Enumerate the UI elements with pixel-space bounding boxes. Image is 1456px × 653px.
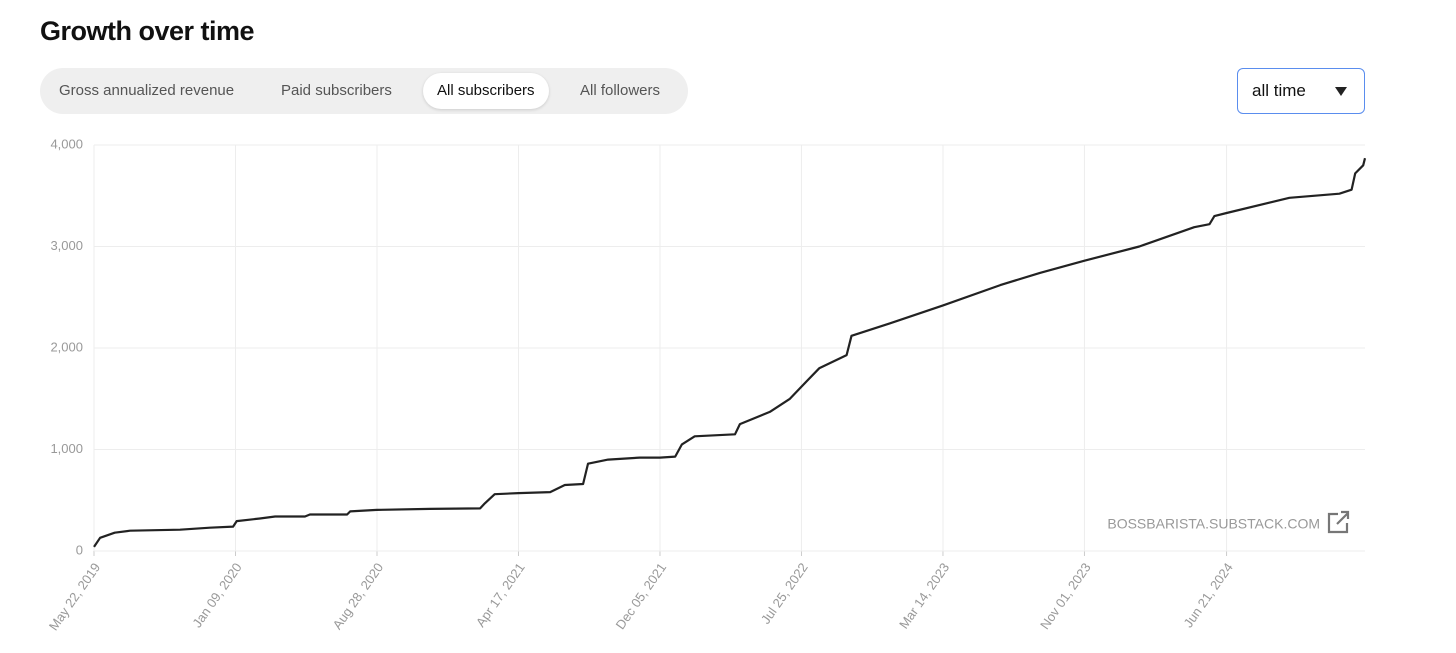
y-tick-label: 4,000	[50, 136, 83, 151]
x-tick-label: Apr 17, 2021	[473, 560, 528, 630]
x-tick-label: Jul 25, 2022	[758, 560, 811, 627]
range-dropdown[interactable]: all time	[1237, 68, 1365, 114]
x-tick-label: Jan 09, 2020	[189, 560, 244, 630]
y-tick-label: 2,000	[50, 339, 83, 354]
y-tick-label: 1,000	[50, 441, 83, 456]
tab[interactable]: All followers	[580, 82, 661, 99]
y-tick-label: 0	[76, 542, 83, 557]
tab-bar: Gross annualized revenue Paid subscriber…	[40, 68, 688, 114]
dropdown-arrow	[1335, 87, 1347, 96]
x-tick-label: Nov 01, 2023	[1037, 560, 1094, 632]
tab[interactable]: Gross annualized revenue	[59, 82, 235, 99]
x-tick-label: Jun 21, 2024	[1180, 560, 1235, 630]
data-line	[93, 157, 1367, 548]
page-title: Growth over time	[40, 16, 255, 46]
watermark: BOSSBARISTA.SUBSTACK.COM	[1107, 516, 1320, 532]
x-tick-label: May 22, 2019	[46, 560, 103, 633]
tab[interactable]: Paid subscribers	[281, 82, 392, 99]
y-tick-label: 3,000	[50, 238, 83, 253]
dropdown-value: all time	[1252, 81, 1306, 100]
x-tick-label: Dec 05, 2021	[613, 560, 670, 632]
tab-selected[interactable]: All subscribers	[423, 73, 549, 109]
x-tick-label: Aug 28, 2020	[330, 560, 387, 632]
x-tick-label: Mar 14, 2023	[896, 560, 952, 631]
external-link-icon	[1327, 510, 1350, 534]
